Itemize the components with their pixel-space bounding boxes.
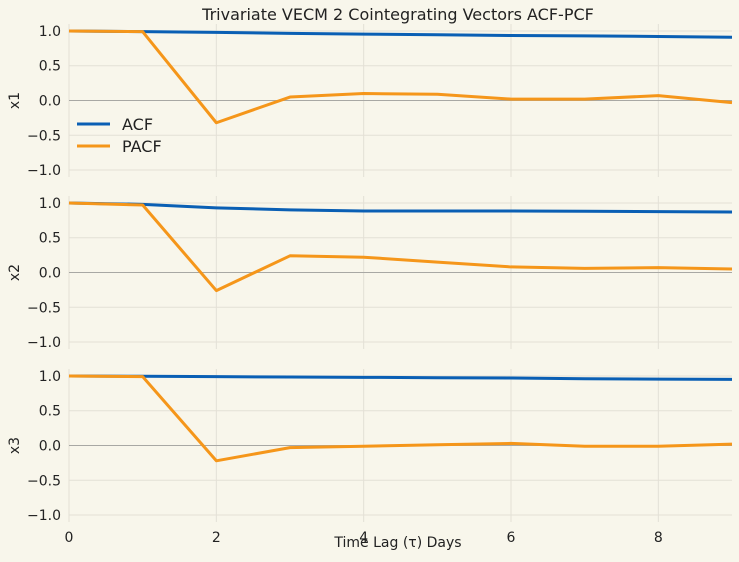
series-line-acf [68,201,733,214]
y-tick-label: 1.0 [39,369,61,385]
panel-x1: 1.0 0.5 0.0 −0.5 −1.0 x1 [7,24,733,179]
series-line-acf [68,29,733,39]
x-axis-label: Time Lag (τ) Days [333,535,461,551]
y-tick-label: −0.5 [27,300,61,316]
x-tick-label: 2 [212,530,221,546]
panel-x2: 1.0 0.5 0.0 −0.5 −1.0 x2 [7,196,733,351]
y-tick-label: −1.0 [27,335,61,351]
y-tick-label: 0.0 [39,266,61,282]
y-axis-label: x2 [7,264,23,281]
legend: ACF PACF [77,115,162,156]
y-tick-label: 0.5 [39,59,61,75]
series-line-pacf [68,374,733,463]
y-tick-label: 0.0 [39,94,61,110]
y-tick-label: 1.0 [39,24,61,40]
y-tick-label: 0.0 [39,439,61,455]
y-tick-label: 1.0 [39,196,61,212]
chart-title: Trivariate VECM 2 Cointegrating Vectors … [201,5,594,24]
legend-label-pacf: PACF [122,137,162,156]
y-axis-label: x1 [7,92,23,109]
legend-label-acf: ACF [122,115,153,134]
panel-x3: 1.0 0.5 0.0 −0.5 −1.0 x3 [7,369,733,524]
x-tick-label: 0 [65,530,74,546]
series-line-acf [68,374,733,381]
x-tick-label: 8 [654,530,663,546]
y-axis-label: x3 [7,437,23,454]
y-tick-label: 0.5 [39,231,61,247]
y-tick-label: −1.0 [27,163,61,179]
series-line-pacf [68,29,733,125]
y-tick-label: −0.5 [27,128,61,144]
x-tick-label: 4 [359,530,368,546]
y-tick-label: −1.0 [27,508,61,524]
x-tick-label: 6 [507,530,516,546]
y-tick-label: 0.5 [39,404,61,420]
y-tick-label: −0.5 [27,473,61,489]
series-line-pacf [68,201,733,293]
